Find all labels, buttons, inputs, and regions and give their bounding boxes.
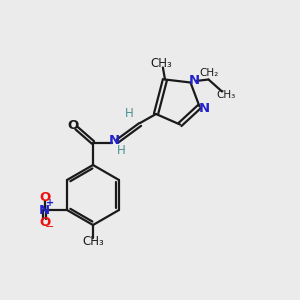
Text: O: O — [39, 216, 50, 229]
Text: N: N — [188, 74, 200, 88]
Text: CH₂: CH₂ — [200, 68, 219, 78]
Text: CH₃: CH₃ — [216, 89, 235, 100]
Text: CH₃: CH₃ — [82, 235, 104, 248]
Text: +: + — [46, 198, 54, 208]
Text: −: − — [45, 222, 55, 232]
Text: H: H — [117, 144, 126, 158]
Text: N: N — [39, 203, 50, 217]
Text: CH₃: CH₃ — [151, 57, 172, 70]
Text: H: H — [125, 107, 134, 120]
Text: O: O — [67, 118, 79, 132]
Text: N: N — [109, 134, 120, 148]
Text: O: O — [39, 191, 50, 204]
Text: N: N — [198, 101, 210, 115]
